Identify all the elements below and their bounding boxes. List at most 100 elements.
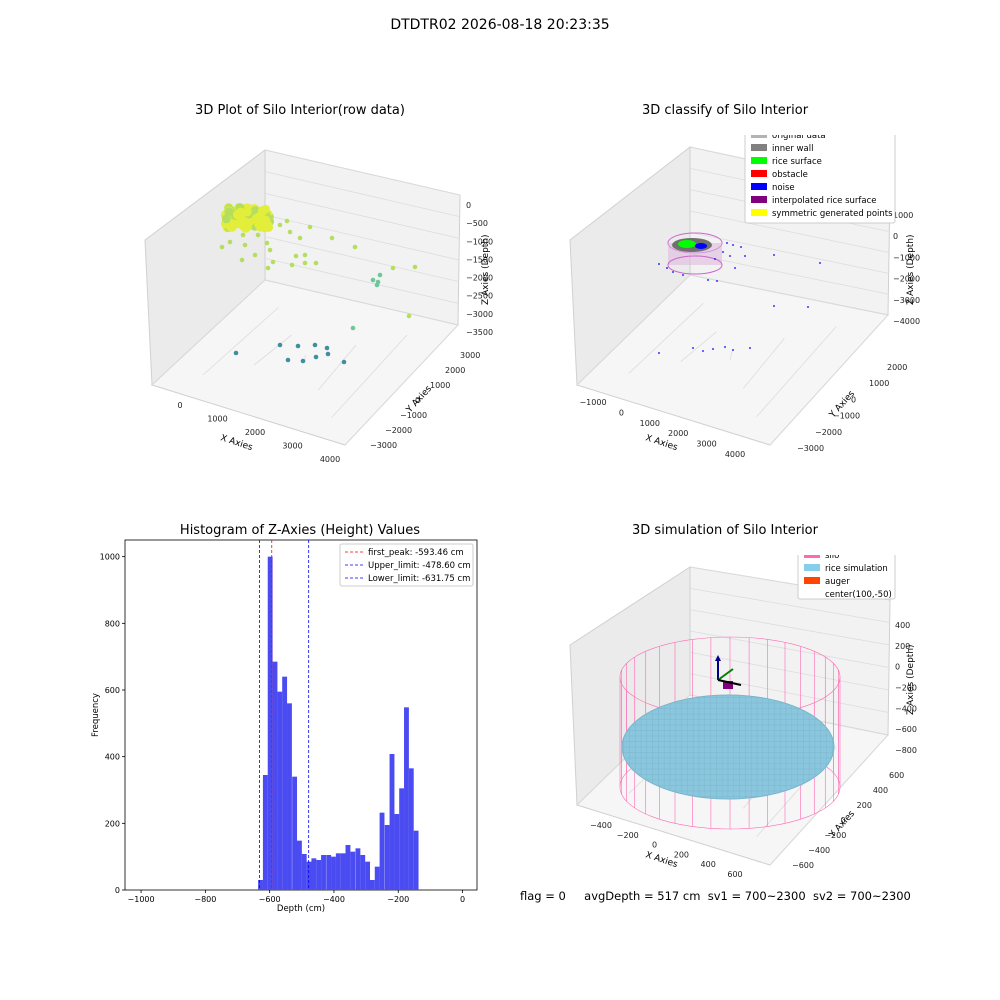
reference-lines <box>259 540 310 890</box>
histogram-bar <box>287 703 292 890</box>
y-tick-label: 1000 <box>100 553 120 562</box>
data-point <box>242 207 252 217</box>
z-tick-label: 1000 <box>893 211 913 220</box>
y-tick-label: 400 <box>873 786 888 795</box>
z-tick-label: −1500 <box>466 255 493 264</box>
legend-swatch <box>751 196 767 203</box>
y-tick-label: 600 <box>889 771 904 780</box>
legend-label: symmetric generated points <box>772 209 893 219</box>
data-point <box>302 252 308 258</box>
x-tick-label: −1000 <box>128 895 155 904</box>
histogram-bar <box>301 854 307 890</box>
y-tick-label: 200 <box>857 801 872 810</box>
histogram-bar <box>369 880 375 890</box>
noise-point <box>807 306 809 308</box>
noise-point <box>714 258 716 260</box>
histogram-bar <box>311 858 317 890</box>
legend-label: first_peak: -593.46 cm <box>368 548 464 558</box>
x-tick-label: 4000 <box>725 450 745 459</box>
z-tick-label: 0 <box>893 232 898 241</box>
data-point <box>285 357 291 363</box>
histogram-bar <box>408 768 414 890</box>
grid-line <box>264 171 460 218</box>
legend-label: center(100,-50) <box>825 590 892 600</box>
y-tick-label: −200 <box>824 831 846 840</box>
legend-label: interpolated rice surface <box>772 196 877 206</box>
noise-point <box>729 255 731 257</box>
data-point <box>227 239 233 245</box>
y-tick-label: −400 <box>808 846 830 855</box>
histogram-bar <box>292 776 298 890</box>
y-tick-label: 2000 <box>445 366 465 375</box>
histogram-bar <box>365 861 371 890</box>
y-tick-label: 2000 <box>887 363 907 372</box>
z-tick-label: 400 <box>895 621 910 630</box>
histogram-bar <box>350 851 356 890</box>
x-tick-label: 0 <box>460 895 465 904</box>
data-point <box>242 242 248 248</box>
grid-line <box>576 274 691 386</box>
y-tick-label: −2000 <box>385 426 412 435</box>
y-tick-label: 200 <box>105 819 120 828</box>
panel2-title: 3D classify of Silo Interior <box>641 103 809 118</box>
grid-line <box>689 231 889 274</box>
z-axis-label: Z Axies (Depth) <box>906 234 916 305</box>
grid-line <box>689 609 890 646</box>
data-point <box>264 240 270 246</box>
legend-swatch <box>751 144 767 151</box>
z-axis-label: Z Axies (Depth) <box>481 234 491 305</box>
data-point <box>370 277 376 283</box>
legend: silo rice simulation auger center(100,-50) <box>797 555 896 600</box>
legend-swatch <box>751 157 767 164</box>
data-point <box>325 351 331 357</box>
data-point <box>302 260 308 266</box>
legend-label: silo <box>825 555 839 561</box>
sv2-text: sv2 = 700~2300 <box>812 889 911 903</box>
data-point <box>289 262 295 268</box>
y-tick-label: −3000 <box>370 441 397 450</box>
y-tick-label: −1000 <box>400 411 427 420</box>
data-point <box>350 325 356 331</box>
legend: original data inner wall rice surface obsta… <box>744 135 896 224</box>
legend-label: original data <box>772 135 826 141</box>
histogram-bar <box>389 754 395 890</box>
data-point <box>295 343 301 349</box>
z-tick-label: −200 <box>895 684 917 693</box>
z-tick-label: −800 <box>895 746 917 755</box>
x-tick-label: 2000 <box>245 428 265 437</box>
y-tick-label: 1000 <box>869 379 889 388</box>
grid-line <box>689 651 889 691</box>
x-tick-label: −400 <box>590 821 612 830</box>
histogram-bar <box>340 853 346 890</box>
x-tick-label: 0 <box>177 401 182 410</box>
grid-line <box>756 326 837 417</box>
avg-depth-text: avgDepth = 517 cm <box>584 889 701 903</box>
y-tick-label: −3000 <box>797 444 824 453</box>
flag-text: flag = 0 <box>520 889 566 903</box>
data-point <box>239 257 245 263</box>
histogram-bar <box>384 825 390 890</box>
grid-line <box>769 734 889 866</box>
data-point <box>313 260 319 266</box>
grid-line <box>689 587 890 623</box>
histogram-bar <box>379 812 385 890</box>
silo-bottom-wire <box>667 255 723 275</box>
y-tick-label: 3000 <box>460 351 480 360</box>
data-point <box>227 222 237 232</box>
legend-swatch <box>804 555 820 558</box>
data-point <box>232 210 242 220</box>
noise-point <box>712 348 714 350</box>
y-tick-label: 400 <box>105 753 120 762</box>
legend-label: Lower_limit: -631.75 cm <box>368 574 470 584</box>
data-point <box>352 244 358 250</box>
grid-line <box>769 314 889 446</box>
x-axis-label: Depth (cm) <box>277 904 325 914</box>
noise-point <box>658 263 660 265</box>
data-point <box>406 313 412 319</box>
histogram-bar <box>272 661 278 890</box>
data-point <box>341 359 347 365</box>
x-tick-label: 600 <box>727 870 742 879</box>
legend-swatch <box>751 135 767 138</box>
z-tick-label: −3500 <box>466 328 493 337</box>
grid-line <box>689 274 889 316</box>
